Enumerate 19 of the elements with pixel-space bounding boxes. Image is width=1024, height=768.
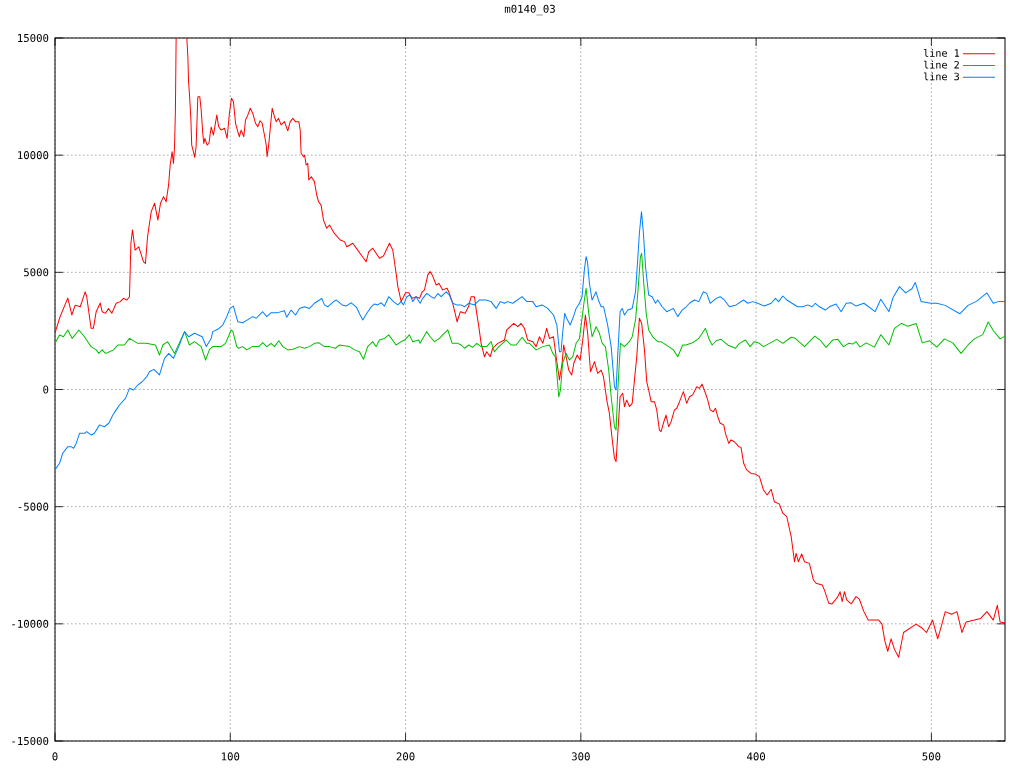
y-tick-label: 0 — [43, 385, 49, 394]
x-tick-label: 100 — [221, 752, 240, 761]
y-tick-label: 5000 — [24, 268, 49, 277]
y-tick-label: -10000 — [12, 619, 49, 628]
chart-title: m0140_03 — [504, 4, 555, 16]
legend-label: line 1 — [923, 48, 960, 57]
legend-label: line 2 — [923, 60, 959, 69]
x-tick-label: 500 — [922, 752, 941, 761]
legend-label: line 3 — [923, 72, 959, 81]
x-tick-label: 300 — [571, 752, 590, 761]
line-series — [55, 252, 1006, 431]
y-tick-label: 15000 — [18, 33, 49, 43]
x-tick-label: 200 — [396, 752, 415, 761]
line-series — [55, 211, 1006, 471]
y-tick-label: 10000 — [18, 151, 49, 160]
y-tick-label: -15000 — [12, 736, 49, 746]
x-tick-label: 0 — [52, 752, 58, 761]
y-tick-label: -5000 — [18, 502, 49, 511]
x-tick-label: 400 — [747, 752, 766, 761]
